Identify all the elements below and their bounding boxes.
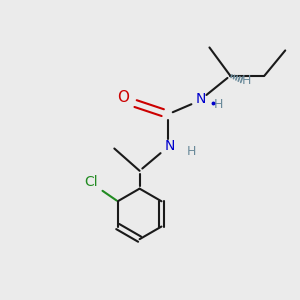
Text: H: H	[214, 98, 223, 111]
Text: N: N	[164, 139, 175, 152]
Text: H: H	[242, 74, 251, 87]
Text: H: H	[187, 145, 196, 158]
Text: Cl: Cl	[84, 175, 98, 189]
Text: O: O	[117, 91, 129, 106]
Text: N: N	[195, 92, 206, 106]
